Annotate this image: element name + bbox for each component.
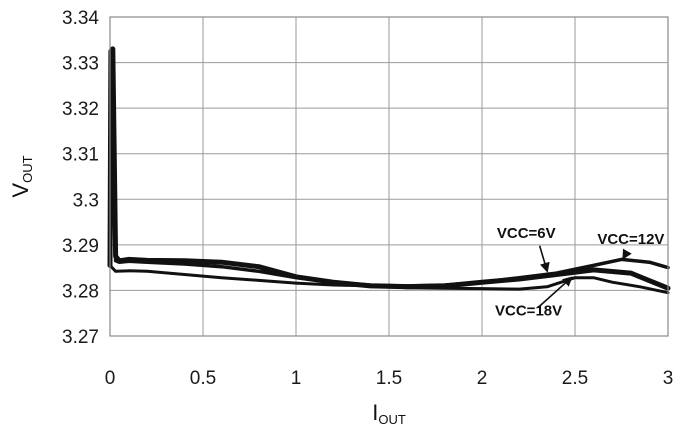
annotation-label-vcc-6v: VCC=6V bbox=[497, 225, 556, 242]
annotations: VCC=6V VCC=12V VCC=18V bbox=[495, 225, 664, 319]
y-tick-label-0: 3.27 bbox=[62, 327, 99, 348]
y-tick-label-1: 3.28 bbox=[62, 281, 99, 302]
y-axis-label: VOUT bbox=[8, 155, 35, 197]
x-axis-label: IOUT bbox=[372, 400, 406, 427]
x-tick-label-2: 1 bbox=[291, 368, 302, 389]
y-tick-label-6: 3.33 bbox=[62, 54, 99, 75]
annotation-arrow-vcc-6v bbox=[538, 245, 550, 273]
y-axis-label-sub: OUT bbox=[20, 155, 35, 183]
x-tick-label-4: 2 bbox=[477, 368, 488, 389]
x-axis-label-main: I bbox=[372, 400, 378, 425]
y-tick-label-3: 3.3 bbox=[73, 190, 99, 211]
x-axis-label-sub: OUT bbox=[378, 412, 406, 427]
y-tick-label-4: 3.31 bbox=[62, 145, 99, 166]
annotation-label-vcc-12v: VCC=12V bbox=[597, 231, 664, 248]
plot-frame bbox=[109, 16, 669, 337]
annotation-label-vcc-18v: VCC=18V bbox=[495, 302, 562, 319]
tick-labels: 0 0.5 1 1.5 2 2.5 3 3.27 3.28 3.29 3.3 3.31 3.32 3.33… bbox=[62, 8, 673, 389]
series-line-vcc-12v bbox=[108, 69, 670, 288]
x-tick-label-1: 0.5 bbox=[190, 368, 216, 389]
annotation-arrow-vcc-12v bbox=[622, 248, 632, 260]
y-tick-label-7: 3.34 bbox=[62, 8, 99, 29]
x-tick-label-0: 0 bbox=[105, 368, 116, 389]
x-tick-label-3: 1.5 bbox=[376, 368, 402, 389]
series-layer bbox=[107, 46, 671, 295]
annotation-arrow-vcc-18v bbox=[537, 276, 573, 309]
series-line-vcc-18v bbox=[108, 263, 670, 295]
y-tick-label-2: 3.29 bbox=[62, 236, 99, 257]
x-tick-label-5: 2.5 bbox=[562, 368, 588, 389]
x-tick-label-6: 3 bbox=[663, 368, 674, 389]
y-axis-label-main: V bbox=[8, 183, 33, 198]
y-tick-label-5: 3.32 bbox=[62, 99, 99, 120]
